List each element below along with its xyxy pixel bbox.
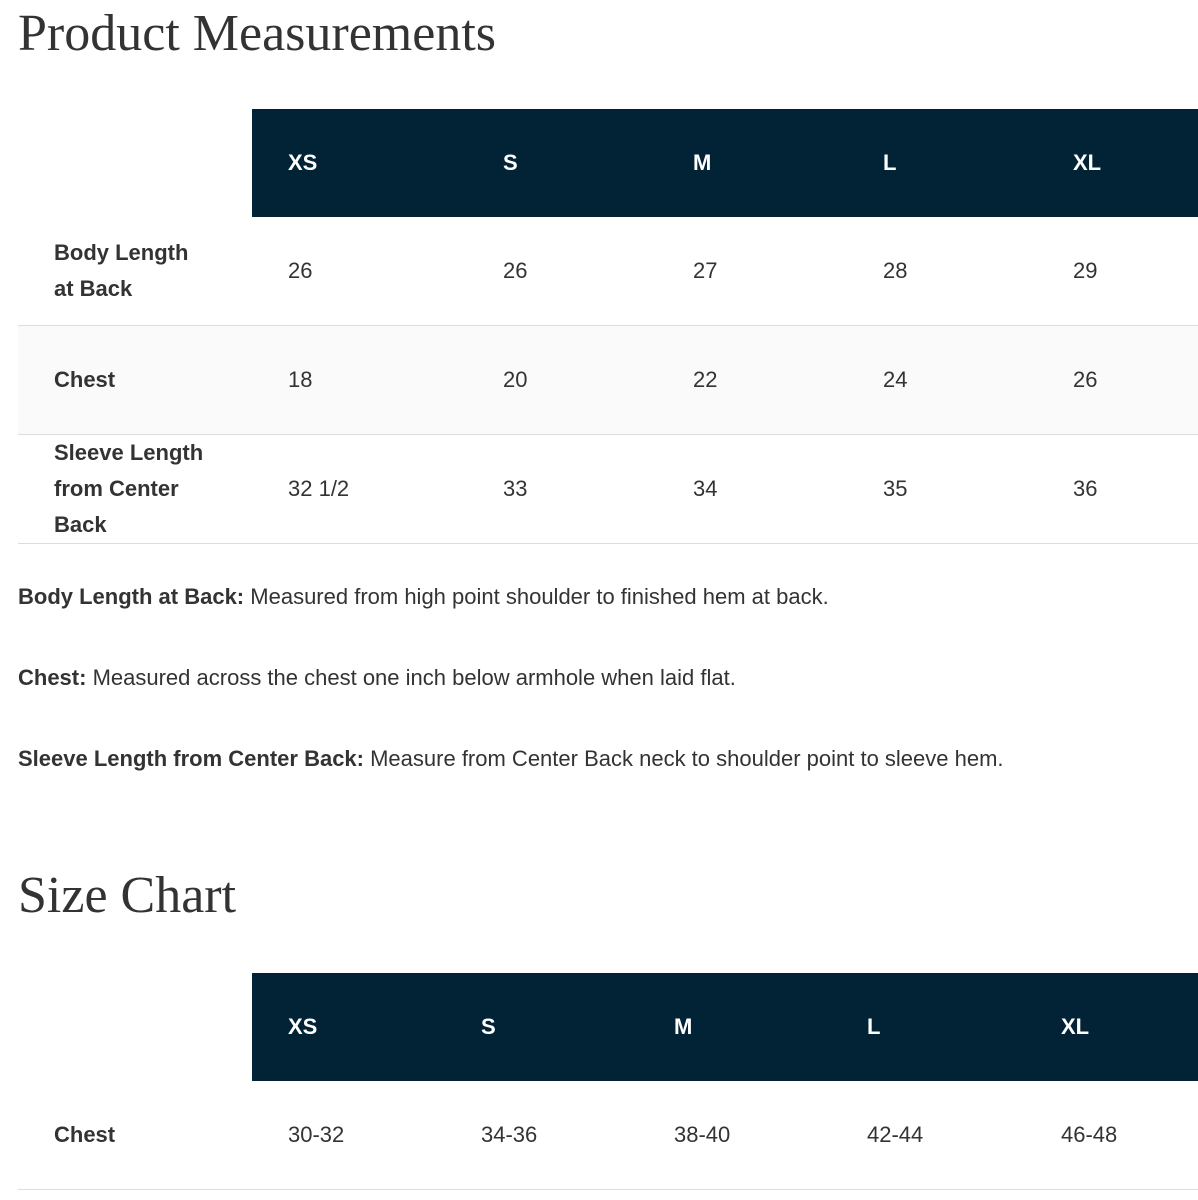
header-cell: XS (288, 150, 318, 175)
table-header: XS S M L XL (252, 973, 1198, 1081)
table-row: Chest 30-32 34-36 38-40 42-44 46-48 (18, 1081, 1198, 1190)
cell: 24 (883, 367, 908, 392)
cell: 42-44 (867, 1122, 924, 1147)
cell: 35 (883, 476, 908, 501)
table-row: Sleeve Length from Center Back 32 1/2 33 34… (18, 435, 1198, 544)
cell: 26 (503, 258, 528, 283)
note-text: Measure from Center Back neck to shoulde… (370, 746, 1004, 771)
table-header: XS S M L XL (252, 109, 1198, 217)
header-cell: XL (1073, 150, 1102, 175)
cell: 26 (288, 258, 313, 283)
note: Body Length at Back: Measured from high … (18, 584, 829, 610)
cell: 22 (693, 367, 718, 392)
row-label: Chest (54, 367, 116, 392)
header-cell: L (867, 1014, 881, 1039)
header-cell: L (883, 150, 897, 175)
section-title: Product Measurements (18, 5, 497, 62)
header-cell: S (481, 1014, 496, 1039)
note-text: Measured from high point shoulder to fin… (250, 584, 829, 609)
section-title: Size Chart (18, 867, 237, 924)
cell: 33 (503, 476, 528, 501)
note: Chest: Measured across the chest one inc… (18, 665, 736, 691)
cell: 32 1/2 (288, 476, 350, 501)
header-cell: S (503, 150, 518, 175)
cell: 18 (288, 367, 313, 392)
cell: 27 (693, 258, 718, 283)
cell: 34 (693, 476, 718, 501)
note-label: Body Length at Back: (18, 584, 245, 609)
note-label: Sleeve Length from Center Back: (18, 746, 364, 771)
cell: 46-48 (1061, 1122, 1118, 1147)
row-label: Body Length at Back (54, 240, 189, 301)
note-text: Measured across the chest one inch below… (92, 665, 736, 690)
cell: 20 (503, 367, 528, 392)
header-cell: M (674, 1014, 693, 1039)
cell: 30-32 (288, 1122, 345, 1147)
header-cell: XS (288, 1014, 318, 1039)
header-cell: XL (1061, 1014, 1090, 1039)
note: Sleeve Length from Center Back: Measure … (18, 746, 1004, 772)
cell: 29 (1073, 258, 1098, 283)
cell: 36 (1073, 476, 1098, 501)
table-row: Chest 18 20 22 24 26 (18, 326, 1198, 435)
row-label: Sleeve Length from Center Back (54, 440, 204, 537)
table-row: Body Length at Back 26 26 27 28 29 (18, 217, 1198, 326)
row-label: Chest (54, 1122, 116, 1147)
note-label: Chest: (18, 665, 87, 690)
cell: 26 (1073, 367, 1098, 392)
cell: 28 (883, 258, 908, 283)
cell: 34-36 (481, 1122, 538, 1147)
header-cell: M (693, 150, 712, 175)
cell: 38-40 (674, 1122, 731, 1147)
